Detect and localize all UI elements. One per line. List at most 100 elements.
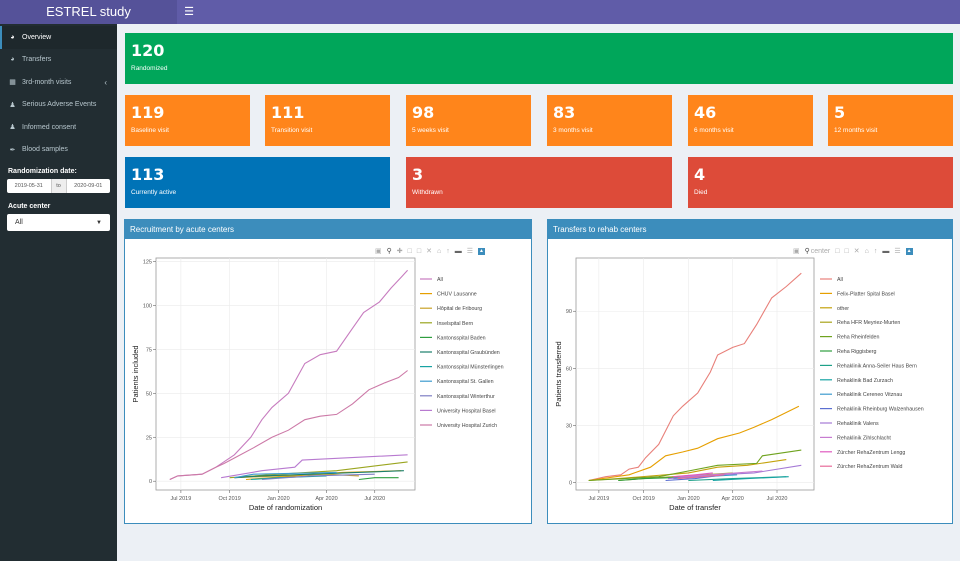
x-tick-label: Apr 2020 [722, 496, 744, 502]
series-line-12 [673, 472, 713, 478]
sidebar-item-label: Serious Adverse Events [22, 101, 97, 109]
legend-label: Kantonsspital St. Gallen [437, 379, 494, 385]
spike-lines-icon[interactable]: ↑ [446, 247, 450, 255]
legend-label: Rehaklinik Cereneo Vitznau [837, 392, 902, 398]
lasso-icon[interactable]: □ [844, 247, 849, 255]
plotly-logo-icon[interactable]: ▲ [905, 247, 913, 255]
zoom-icon[interactable]: ⚲ [804, 248, 810, 255]
y-tick-label: 60 [566, 366, 572, 372]
eyedropper-icon: ✒ [9, 146, 16, 154]
withdrawn-label: Withdrawn [412, 189, 443, 196]
app-title[interactable]: ESTREL study [0, 0, 177, 24]
sidebar-item-transfers[interactable]: ◕ Transfers [0, 49, 117, 72]
died-label: Died [694, 189, 708, 196]
hover-closest-icon[interactable]: ▬ [454, 247, 462, 255]
weeks5-value-box: 98 5 weeks visit [406, 95, 531, 146]
acute-center-value: All [15, 219, 23, 226]
active-count: 113 [131, 165, 165, 184]
user-icon: ♟ [9, 124, 16, 132]
randomized-count: 120 [131, 41, 165, 60]
camera-icon[interactable]: ▣ [793, 248, 800, 255]
series-line-6 [250, 475, 327, 481]
legend-label: Rehaklinik Rheinburg Walzenhausen [837, 407, 924, 413]
legend-label: Kantonsspital Graubünden [437, 350, 500, 356]
legend-label: Rehaklinik Zihlschlacht [837, 435, 891, 441]
legend-label: Reha HFR Meyriez-Murten [837, 320, 900, 326]
series-line-7 [712, 476, 789, 482]
autoscale-icon[interactable]: ⌂ [436, 247, 442, 255]
hover-compare-icon[interactable]: ☰ [466, 248, 473, 255]
hamburger-icon[interactable]: ☰ [184, 6, 194, 18]
acute-center-select[interactable]: All ▼ [7, 214, 110, 231]
plot-area [575, 257, 815, 491]
modebar-overlap-text: center [810, 247, 831, 255]
y-tick-label: 50 [146, 391, 152, 397]
legend-label: University Hospital Basel [437, 408, 496, 414]
series-line-8 [261, 473, 375, 481]
series-line-0 [588, 272, 802, 482]
lasso-icon[interactable]: □ [416, 247, 422, 255]
hover-compare-icon[interactable]: ☰ [894, 248, 901, 255]
withdrawn-count: 3 [412, 165, 424, 184]
date-separator: to [50, 179, 67, 193]
randomized-label: Randomized [131, 65, 168, 72]
x-axis-title: Date of transfer [669, 503, 721, 512]
plot-area [155, 257, 416, 491]
spike-lines-icon[interactable]: ↑ [873, 247, 878, 255]
series-line-11 [680, 470, 763, 478]
zoom-in-icon[interactable]: ✕ [426, 248, 432, 255]
sidebar-item-overview[interactable]: ◕ Overview [0, 26, 117, 49]
box-select-icon[interactable]: □ [835, 247, 840, 255]
box-select-icon[interactable]: □ [407, 247, 412, 255]
x-tick-label: Apr 2020 [315, 496, 337, 502]
sidebar-item-3rd-month-visits[interactable]: ▦ 3rd-month visits ‹ [0, 71, 117, 94]
weeks5-label: 5 weeks visit [412, 127, 449, 134]
x-tick-label: Jan 2020 [677, 496, 700, 502]
legend-label: Reha Riggisberg [837, 349, 877, 355]
months3-label: 3 months visit [553, 127, 593, 134]
transfers-panel: Transfers to rehab centers ▣ ⚲ center □ … [547, 219, 953, 524]
sidebar-item-serious-adverse-events[interactable]: ♟ Serious Adverse Events [0, 94, 117, 117]
legend-label: All [837, 277, 843, 283]
acute-center-label: Acute center [8, 203, 51, 210]
x-tick-label: Jul 2019 [170, 496, 191, 502]
transfers-chart[interactable]: Jul 2019 Oct 2019 Jan 2020 Apr 2020 Jul 2020… [548, 240, 952, 523]
sidebar-item-label: Transfers [22, 56, 52, 64]
months6-count: 46 [694, 103, 717, 122]
autoscale-icon[interactable]: ⌂ [864, 247, 869, 255]
pan-icon[interactable]: ✚ [396, 248, 403, 255]
y-tick-label: 30 [566, 423, 572, 429]
sidebar-item-informed-consent[interactable]: ♟ Informed consent [0, 116, 117, 139]
randomization-date-label: Randomization date: [8, 168, 77, 175]
transition-label: Transition visit [271, 127, 313, 134]
legend-label: Inselspital Bern [437, 321, 473, 327]
baseline-label: Baseline visit [131, 127, 169, 134]
series-line-10 [169, 370, 408, 481]
withdrawn-value-box: 3 Withdrawn [406, 157, 672, 208]
y-axis-title: Patients included [131, 345, 140, 402]
died-count: 4 [694, 165, 706, 184]
zoom-icon[interactable]: ⚲ [386, 248, 392, 255]
transition-value-box: 111 Transition visit [265, 95, 390, 146]
y-tick-label: 100 [143, 303, 152, 309]
plotly-logo-icon[interactable]: ▲ [478, 247, 485, 255]
y-tick-label: 90 [566, 309, 572, 315]
start-date-input[interactable]: 2019-05-31 [14, 183, 43, 189]
camera-icon[interactable]: ▣ [375, 248, 382, 255]
zoom-in-icon[interactable]: ✕ [853, 248, 860, 255]
hover-closest-icon[interactable]: ▬ [882, 247, 890, 255]
active-value-box: 113 Currently active [125, 157, 390, 208]
recruitment-chart[interactable]: Jul 2019 Oct 2019 Jan 2020 Apr 2020 Jul 2020… [125, 240, 531, 523]
x-tick-label: Oct 2019 [632, 496, 654, 502]
sidebar-item-blood-samples[interactable]: ✒ Blood samples [0, 139, 117, 162]
legend-label: Rehaklinik Anna-Seiler Haus Bern [837, 363, 917, 369]
transition-count: 111 [271, 103, 305, 122]
baseline-value-box: 119 Baseline visit [125, 95, 250, 146]
legend-label: Kantonsspital Winterthur [437, 394, 495, 400]
sidebar-item-label: 3rd-month visits [22, 78, 72, 86]
end-date-input[interactable]: 2020-09-01 [74, 183, 103, 189]
y-tick-label: 125 [143, 260, 152, 266]
legend-label: Kantonsspital Baden [437, 335, 486, 341]
months6-label: 6 months visit [694, 127, 734, 134]
caret-down-icon: ▼ [96, 219, 102, 226]
